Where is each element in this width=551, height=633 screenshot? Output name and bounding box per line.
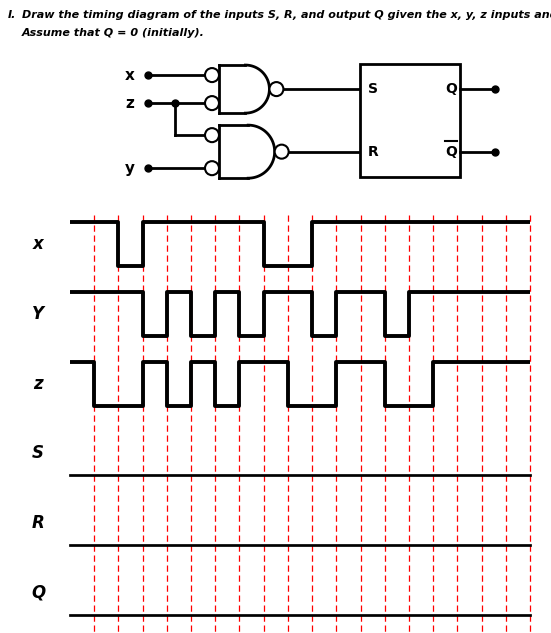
- Text: S: S: [368, 82, 378, 96]
- Text: S: S: [32, 444, 44, 462]
- Text: Y: Y: [32, 305, 44, 323]
- Circle shape: [205, 161, 219, 175]
- Text: Q: Q: [445, 82, 457, 96]
- Circle shape: [274, 145, 289, 159]
- Text: Q: Q: [31, 584, 45, 601]
- Text: y: y: [125, 161, 135, 176]
- Text: Draw the timing diagram of the inputs S, R, and output Q given the x, y, z input: Draw the timing diagram of the inputs S,…: [22, 10, 551, 20]
- Circle shape: [205, 128, 219, 142]
- Bar: [360, 64, 460, 177]
- Text: Assume that Q = 0 (initially).: Assume that Q = 0 (initially).: [22, 28, 205, 38]
- Text: R: R: [31, 514, 45, 532]
- Text: Q: Q: [445, 145, 457, 159]
- Text: x: x: [33, 235, 44, 253]
- Circle shape: [205, 68, 219, 82]
- Text: x: x: [125, 68, 135, 82]
- Text: z: z: [126, 96, 134, 111]
- Circle shape: [205, 96, 219, 110]
- Text: I.: I.: [8, 10, 17, 20]
- Text: R: R: [368, 145, 379, 159]
- Text: z: z: [33, 375, 43, 392]
- Circle shape: [269, 82, 283, 96]
